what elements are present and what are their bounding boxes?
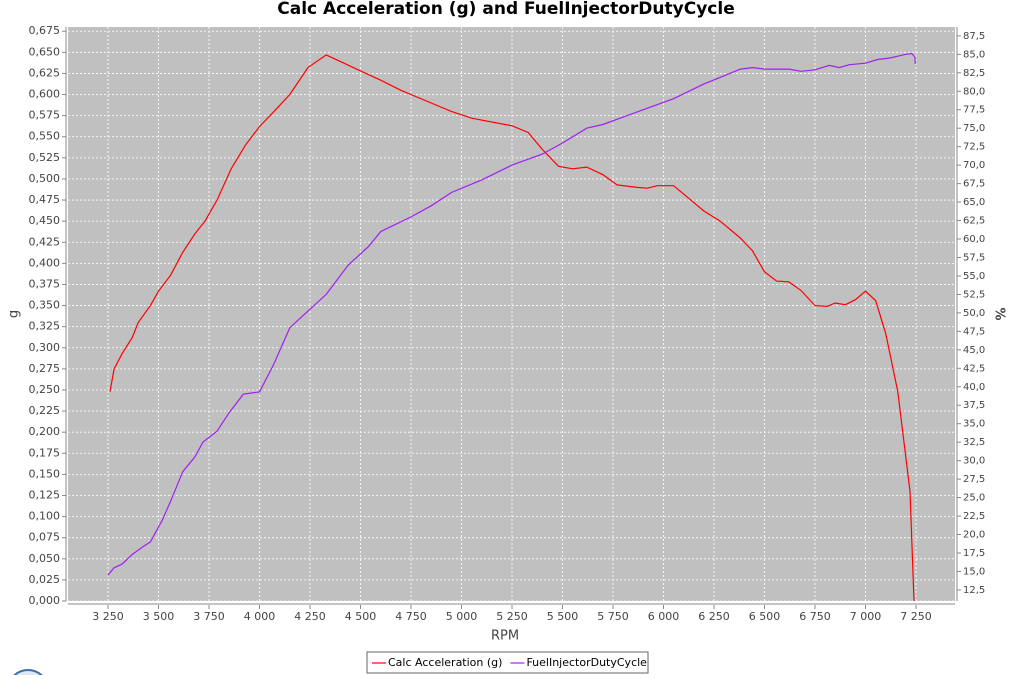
y-tick-label: 0,275 <box>29 362 61 375</box>
x-tick-label: 4 750 <box>395 610 427 623</box>
series-line <box>109 54 915 602</box>
x-tick-label: 4 000 <box>244 610 276 623</box>
x-tick-label: 5 250 <box>496 610 528 623</box>
x-tick-label: 3 250 <box>92 610 124 623</box>
x-tick-label: 6 250 <box>698 610 730 623</box>
x-tick-label: 6 000 <box>648 610 680 623</box>
y2-tick-label: 87,5 <box>963 31 985 42</box>
y2-tick-label: 37,5 <box>963 400 985 411</box>
y2-tick-label: 80,0 <box>963 86 985 97</box>
y2-tick-label: 52,5 <box>963 289 985 300</box>
y2-tick-label: 27,5 <box>963 474 985 485</box>
y-tick-label: 0,075 <box>29 531 61 544</box>
y-tick-label: 0,600 <box>29 88 61 101</box>
legend: Calc Acceleration (g) FuelInjectorDutyCyc… <box>366 651 649 674</box>
y2-tick-label: 25,0 <box>963 493 985 504</box>
y2-tick-label: 65,0 <box>963 197 985 208</box>
y2-tick-label: 17,5 <box>963 548 985 559</box>
y-tick-label: 0,525 <box>29 151 61 164</box>
y2-tick-label: 42,5 <box>963 363 985 374</box>
y2-tick-label: 35,0 <box>963 419 985 430</box>
y2-tick-label: 62,5 <box>963 216 985 227</box>
x-tick-label: 4 250 <box>294 610 326 623</box>
y-tick-label: 0,425 <box>29 235 61 248</box>
x-tick-label: 6 750 <box>799 610 831 623</box>
y-axis-label: g <box>7 310 22 318</box>
legend-box <box>366 651 649 674</box>
x-tick-label: 7 000 <box>850 610 882 623</box>
y2-tick-label: 67,5 <box>963 179 985 190</box>
y2-tick-label: 32,5 <box>963 437 985 448</box>
y-tick-label: 0,225 <box>29 404 61 417</box>
y2-tick-label: 82,5 <box>963 68 985 79</box>
y-tick-label: 0,050 <box>29 552 61 565</box>
y-tick-label: 0,150 <box>29 467 61 480</box>
series-line <box>107 52 916 576</box>
x-axis-label: RPM <box>491 629 519 644</box>
y2-tick-label: 30,0 <box>963 456 985 467</box>
logo <box>10 669 46 679</box>
y2-tick-label: 77,5 <box>963 105 985 116</box>
y2-tick-label: 15,0 <box>963 566 985 577</box>
y2-tick-label: 40,0 <box>963 382 985 393</box>
y-tick-label: 0,175 <box>29 446 61 459</box>
y2-tick-label: 70,0 <box>963 160 985 171</box>
y-tick-label: 0,650 <box>29 45 61 58</box>
y2-tick-label: 60,0 <box>963 234 985 245</box>
y-tick-label: 0,550 <box>29 130 61 143</box>
y2-tick-label: 55,0 <box>963 271 985 282</box>
y2-tick-label: 12,5 <box>963 585 985 596</box>
y-tick-label: 0,200 <box>29 425 61 438</box>
y-tick-label: 0,350 <box>29 299 61 312</box>
y-tick-label: 0,625 <box>29 66 61 79</box>
y2-tick-label: 20,0 <box>963 530 985 541</box>
x-tick-label: 5 500 <box>547 610 579 623</box>
y-tick-label: 0,325 <box>29 320 61 333</box>
y-tick-label: 0,250 <box>29 383 61 396</box>
x-tick-label: 7 250 <box>900 610 932 623</box>
y-tick-label: 0,575 <box>29 109 61 122</box>
y2-tick-label: 57,5 <box>963 252 985 263</box>
y-tick-label: 0,300 <box>29 341 61 354</box>
y-tick-label: 0,400 <box>29 256 61 269</box>
legend-label: Calc Acceleration (g) <box>388 656 502 669</box>
y2-tick-label: 72,5 <box>963 142 985 153</box>
x-tick-label: 4 500 <box>345 610 377 623</box>
y2-tick-label: 85,0 <box>963 49 985 60</box>
y-tick-label: 0,500 <box>29 172 61 185</box>
y-tick-label: 0,475 <box>29 193 61 206</box>
y2-tick-label: 47,5 <box>963 326 985 337</box>
y2-tick-label: 75,0 <box>963 123 985 134</box>
y-tick-label: 0,450 <box>29 214 61 227</box>
y-tick-label: 0,675 <box>29 24 61 37</box>
x-tick-label: 3 500 <box>143 610 175 623</box>
y-tick-label: 0,100 <box>29 510 61 523</box>
y2-axis-label: % <box>992 307 1007 320</box>
y2-tick-label: 50,0 <box>963 308 985 319</box>
x-tick-label: 6 500 <box>749 610 781 623</box>
y2-tick-label: 22,5 <box>963 511 985 522</box>
plot-area <box>68 27 955 601</box>
y-tick-label: 0,000 <box>29 594 61 607</box>
x-tick-label: 3 750 <box>193 610 225 623</box>
y-tick-label: 0,375 <box>29 277 61 290</box>
y-tick-label: 0,025 <box>29 573 61 586</box>
legend-label: FuelInjectorDutyCycle <box>526 656 647 669</box>
x-tick-label: 5 750 <box>597 610 629 623</box>
y-tick-label: 0,125 <box>29 488 61 501</box>
x-tick-label: 5 000 <box>446 610 478 623</box>
chart-title: Calc Acceleration (g) and FuelInjectorDu… <box>277 0 734 19</box>
y2-tick-label: 45,0 <box>963 345 985 356</box>
